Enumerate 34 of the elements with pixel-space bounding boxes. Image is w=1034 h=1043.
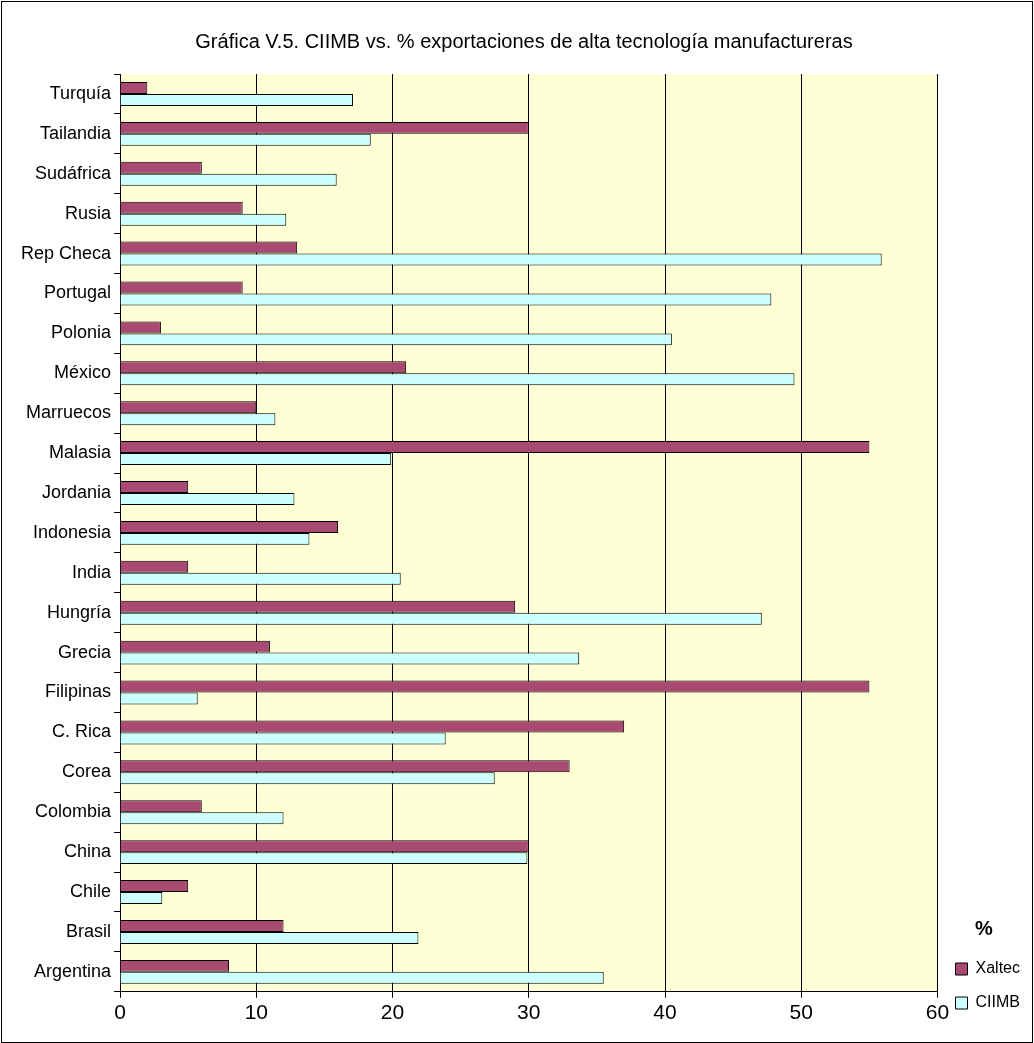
y-tick-label: Rusia — [65, 202, 113, 223]
y-tick-label: India — [72, 561, 113, 582]
chart-title: Gráfica V.5. CIIMB vs. % exportaciones de alta tecnología manufactureras — [195, 29, 853, 52]
y-tick-label: Argentina — [33, 960, 113, 981]
x-tick-label: 20 — [380, 1000, 405, 1024]
y-tick-label: Colombia — [35, 801, 113, 822]
x-tick-label: 50 — [789, 1000, 813, 1024]
y-tick-label: Polonia — [51, 322, 113, 343]
y-tick-label: Hungría — [47, 601, 113, 622]
y-tick-label: China — [64, 841, 113, 862]
x-tick-label: 0 — [114, 1000, 126, 1024]
x-tick-label: 30 — [517, 1000, 541, 1024]
y-tick-label: Chile — [70, 881, 112, 902]
y-tick-label: Portugal — [44, 282, 112, 303]
x-tick-label: 40 — [653, 1000, 677, 1024]
x-tick-label: 10 — [244, 1000, 268, 1024]
legend-title: % — [974, 916, 993, 939]
legend-label: CIIMB — [975, 993, 1020, 1011]
y-tick-label: Sudáfrica — [35, 162, 113, 183]
y-tick-label: Corea — [62, 761, 113, 782]
y-tick-label: Turquía — [49, 82, 113, 103]
y-tick-label: Malasia — [49, 442, 113, 463]
y-tick-label: Tailandia — [39, 122, 113, 143]
y-tick-label: Filipinas — [45, 681, 112, 702]
x-tick-label: 60 — [925, 1000, 950, 1024]
y-tick-label: Indonesia — [32, 521, 113, 542]
y-tick-label: C. Rica — [52, 721, 113, 742]
y-tick-label: Marruecos — [26, 402, 112, 423]
y-tick-label: Jordania — [42, 481, 113, 502]
y-tick-label: Rep Checa — [20, 242, 113, 263]
y-tick-label: México — [54, 362, 112, 383]
y-tick-label: Grecia — [58, 641, 113, 662]
legend-label: Xaltec — [975, 959, 1020, 977]
y-tick-label: Brasil — [66, 920, 112, 941]
